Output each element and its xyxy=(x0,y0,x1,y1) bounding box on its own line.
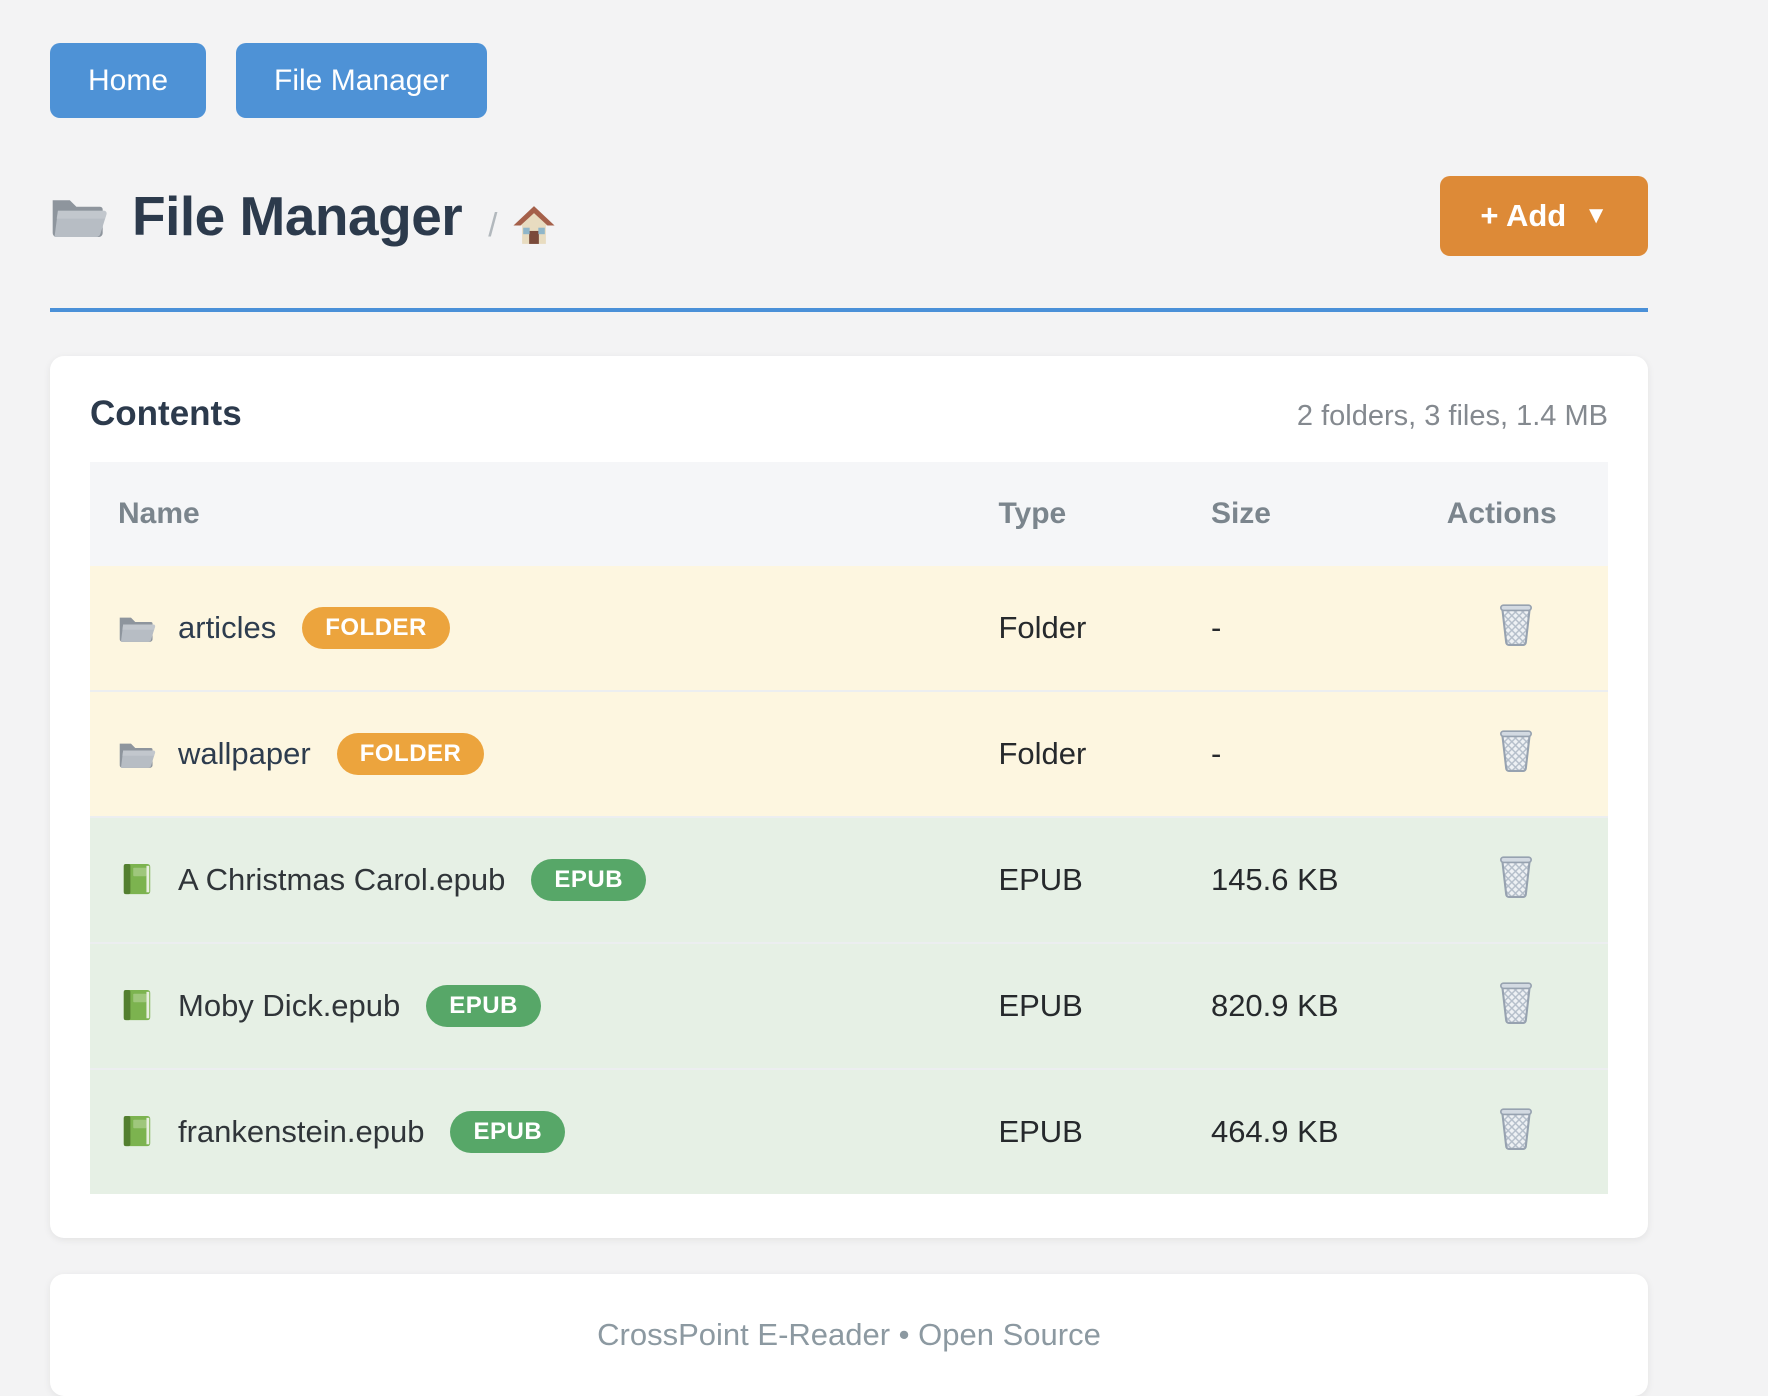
file-type-badge: EPUB xyxy=(450,1111,566,1154)
file-name-cell: frankenstein.epub EPUB xyxy=(118,1111,970,1154)
nav-file-manager-button[interactable]: File Manager xyxy=(236,43,488,118)
file-table: Name Type Size Actions articles FOLDER F… xyxy=(90,462,1608,1195)
file-name-link[interactable]: wallpaper xyxy=(178,736,311,772)
file-name-link[interactable]: frankenstein.epub xyxy=(178,1114,425,1150)
folder-icon xyxy=(119,743,156,768)
file-name-link[interactable]: Moby Dick.epub xyxy=(178,988,401,1024)
file-type-badge: FOLDER xyxy=(302,607,450,650)
trash-icon xyxy=(1499,730,1532,773)
file-name-link[interactable]: A Christmas Carol.epub xyxy=(178,862,506,898)
page-header: File Manager / + Add ▼ xyxy=(50,176,1648,257)
file-size: 464.9 KB xyxy=(1182,1068,1396,1195)
file-type: EPUB xyxy=(970,816,1183,944)
breadcrumb: / xyxy=(488,205,555,245)
book-icon xyxy=(123,1116,151,1147)
file-type: EPUB xyxy=(970,942,1183,1070)
delete-button[interactable] xyxy=(1496,727,1536,773)
file-type: EPUB xyxy=(970,1068,1183,1195)
contents-card: Contents 2 folders, 3 files, 1.4 MB Name… xyxy=(50,356,1648,1239)
file-type-badge: EPUB xyxy=(531,859,647,902)
delete-button[interactable] xyxy=(1496,979,1536,1025)
contents-heading: Contents xyxy=(90,394,242,434)
column-header-actions: Actions xyxy=(1395,462,1608,567)
file-name-link[interactable]: articles xyxy=(178,610,277,646)
file-table-body: articles FOLDER Folder - wallpaper FOLDE… xyxy=(90,566,1608,1195)
table-row: A Christmas Carol.epub EPUB EPUB 145.6 K… xyxy=(90,816,1608,944)
top-nav: Home File Manager xyxy=(50,43,1648,118)
nav-home-button[interactable]: Home xyxy=(50,43,207,118)
file-size: 820.9 KB xyxy=(1182,942,1396,1070)
trash-icon xyxy=(1499,604,1532,647)
file-type-badge: FOLDER xyxy=(336,733,485,776)
file-type: Folder xyxy=(970,566,1183,692)
file-type-badge: EPUB xyxy=(426,985,541,1028)
file-size: - xyxy=(1182,690,1396,818)
trash-icon xyxy=(1499,1108,1532,1151)
table-row: Moby Dick.epub EPUB EPUB 820.9 KB xyxy=(90,942,1608,1070)
table-row: wallpaper FOLDER Folder - xyxy=(90,690,1608,818)
folder-icon xyxy=(52,200,107,238)
book-icon xyxy=(123,990,151,1021)
file-name-cell: wallpaper FOLDER xyxy=(118,733,970,776)
add-button[interactable]: + Add ▼ xyxy=(1440,176,1648,257)
table-row: frankenstein.epub EPUB EPUB 464.9 KB xyxy=(90,1068,1608,1195)
house-icon[interactable] xyxy=(513,205,555,245)
file-type: Folder xyxy=(970,690,1183,818)
file-table-header-row: Name Type Size Actions xyxy=(90,462,1608,567)
column-header-name: Name xyxy=(90,462,971,567)
breadcrumb-separator: / xyxy=(488,206,498,244)
file-size: 145.6 KB xyxy=(1182,816,1396,944)
delete-button[interactable] xyxy=(1496,853,1536,899)
trash-icon xyxy=(1499,856,1532,899)
file-size: - xyxy=(1182,566,1396,692)
footer-text: CrossPoint E-Reader • Open Source xyxy=(597,1317,1101,1353)
file-name-cell: A Christmas Carol.epub EPUB xyxy=(118,859,970,902)
column-header-type: Type xyxy=(970,462,1183,567)
delete-button[interactable] xyxy=(1496,601,1536,647)
footer: CrossPoint E-Reader • Open Source xyxy=(50,1274,1648,1396)
title-underline xyxy=(50,308,1648,313)
column-header-size: Size xyxy=(1182,462,1396,567)
table-row: articles FOLDER Folder - xyxy=(90,566,1608,692)
title-group: File Manager / xyxy=(50,184,555,248)
book-icon xyxy=(123,864,151,895)
delete-button[interactable] xyxy=(1496,1105,1536,1151)
page-title: File Manager xyxy=(132,185,463,248)
contents-summary: 2 folders, 3 files, 1.4 MB xyxy=(1296,400,1608,433)
file-name-cell: Moby Dick.epub EPUB xyxy=(118,985,970,1028)
folder-icon xyxy=(119,617,156,642)
trash-icon xyxy=(1499,982,1532,1025)
add-button-label: + Add xyxy=(1480,198,1567,233)
file-name-cell: articles FOLDER xyxy=(118,607,970,650)
chevron-down-icon: ▼ xyxy=(1584,201,1608,229)
contents-card-header: Contents 2 folders, 3 files, 1.4 MB xyxy=(90,394,1608,434)
